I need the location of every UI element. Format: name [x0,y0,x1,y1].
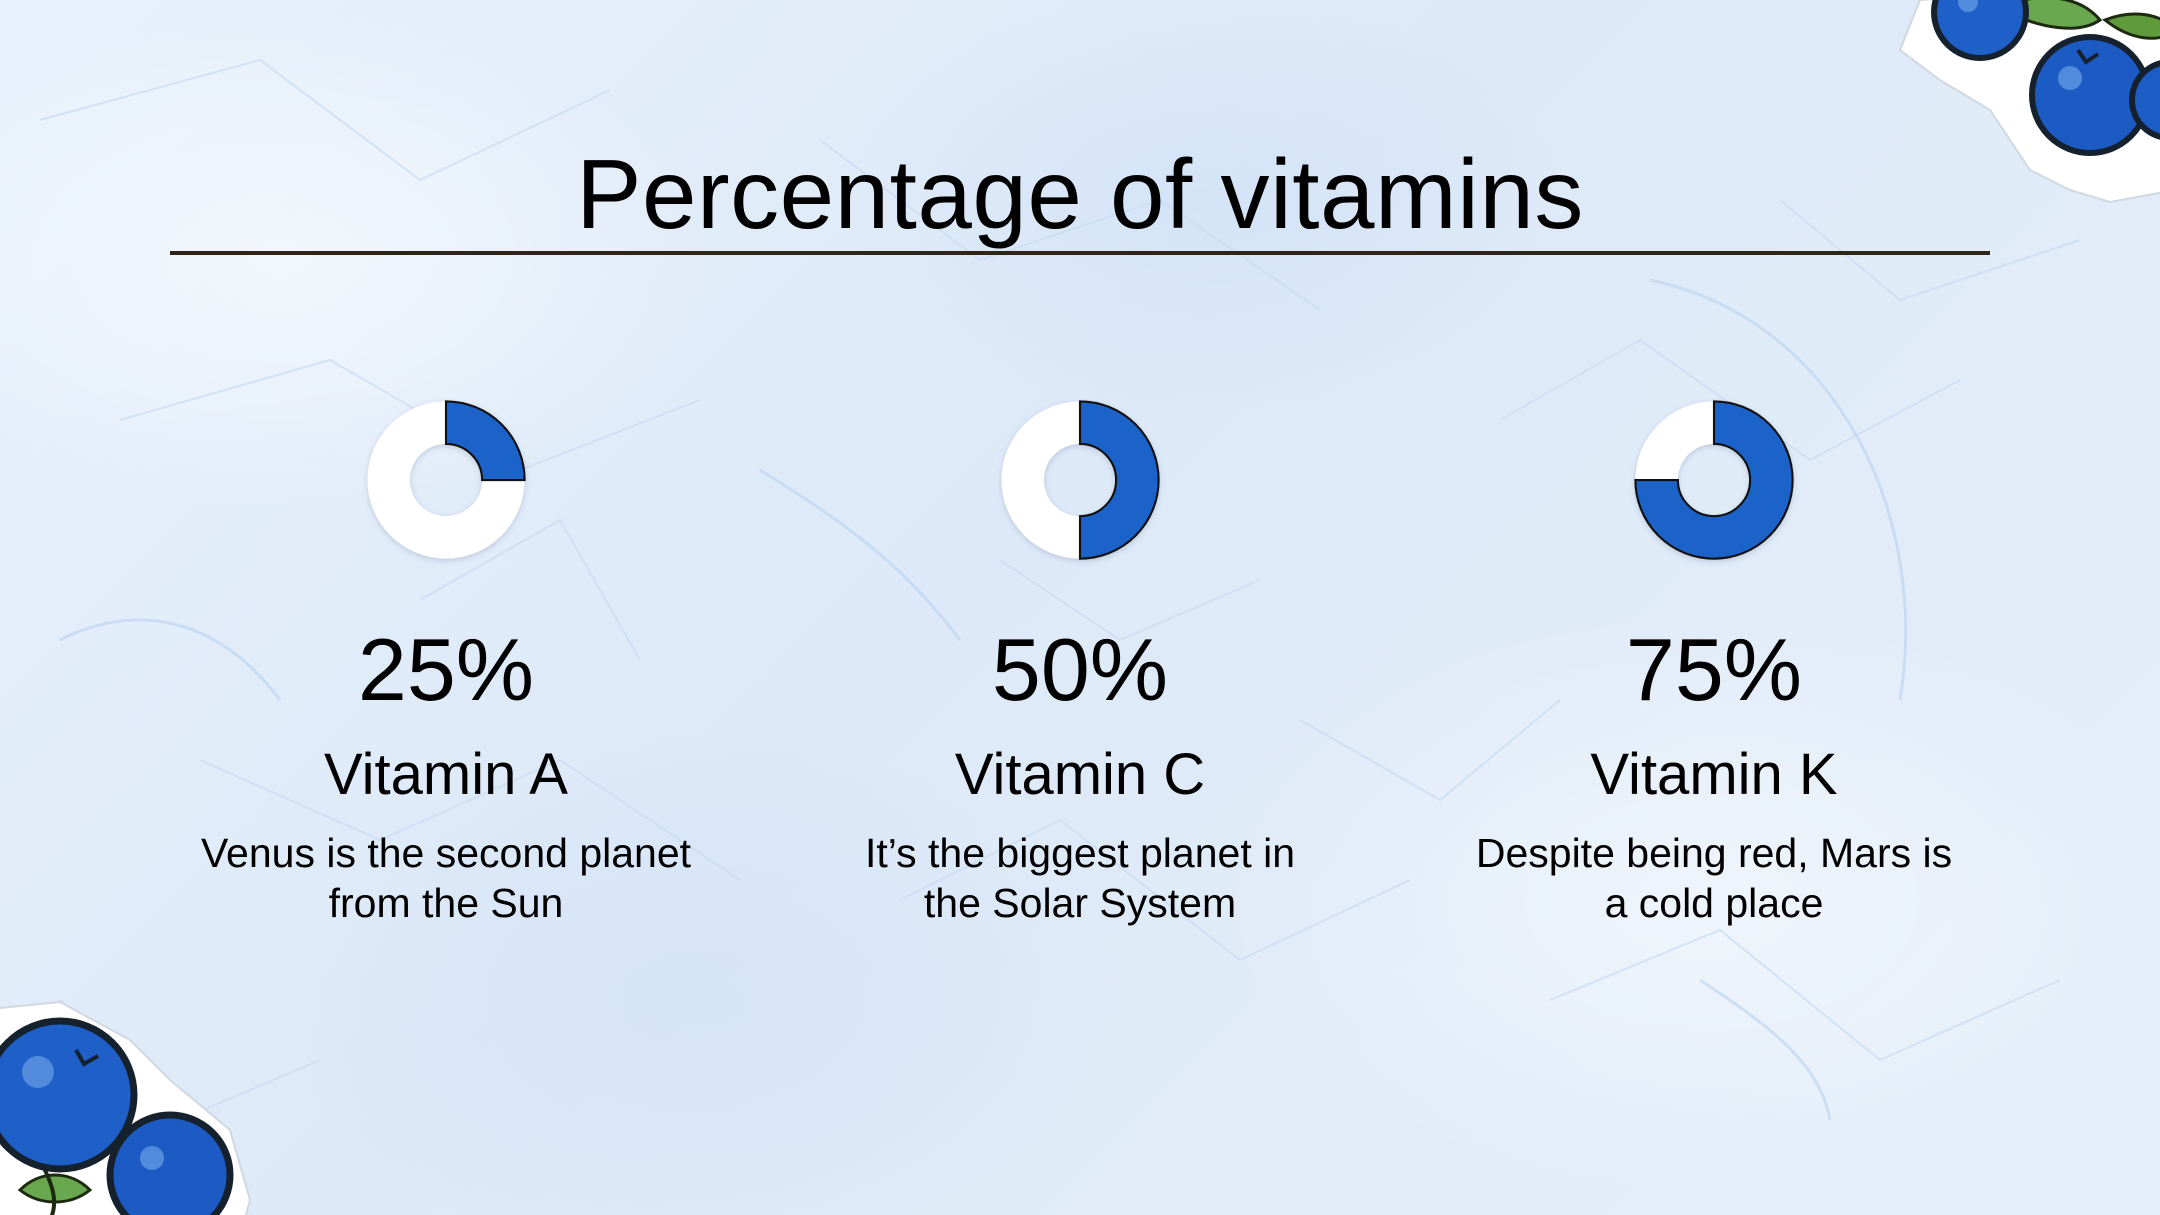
description-line: from the Sun [328,880,564,926]
donut-value-slice [444,400,526,482]
vitamin-name: Vitamin K [1590,742,1838,807]
description-line: It’s the biggest planet in [864,830,1296,876]
vitamin-name: Vitamin A [324,742,568,807]
donut-remainder-slice [1635,401,1714,480]
vitamin-description: It’s the biggest planet in the Solar Sys… [780,828,1380,928]
percentage-value: 25% [357,620,535,719]
vitamin-description: Venus is the second planet from the Sun [146,828,746,928]
description-line: Venus is the second planet [200,830,692,876]
vitamin-card-c: 50% Vitamin C It’s the biggest planet in… [780,395,1380,928]
donut-value-slice [1078,400,1160,560]
title-divider [170,251,1990,255]
blueberries-icon [1898,0,2160,204]
vitamin-name: Vitamin C [954,742,1206,807]
percentage-value: 75% [1625,620,1803,719]
donut-value-slice [1634,400,1794,560]
percentage-value: 50% [991,620,1169,719]
description-line: the Solar System [923,880,1237,926]
description-line: a cold place [1604,880,1824,926]
vitamin-card-k: 75% Vitamin K Despite being red, Mars is… [1414,395,2014,928]
donut-chart [1001,400,1160,560]
donut-chart [367,400,526,559]
description-line: Despite being red, Mars is [1475,830,1953,876]
donut-chart [1634,400,1794,560]
blueberries-icon [0,1000,252,1215]
vitamin-description: Despite being red, Mars is a cold place [1414,828,2014,928]
donut-remainder-slice [367,401,525,559]
vitamin-card-a: 25% Vitamin A Venus is the second planet… [146,395,746,928]
donut-remainder-slice [1001,401,1080,559]
page-title: Percentage of vitamins [576,139,1584,249]
